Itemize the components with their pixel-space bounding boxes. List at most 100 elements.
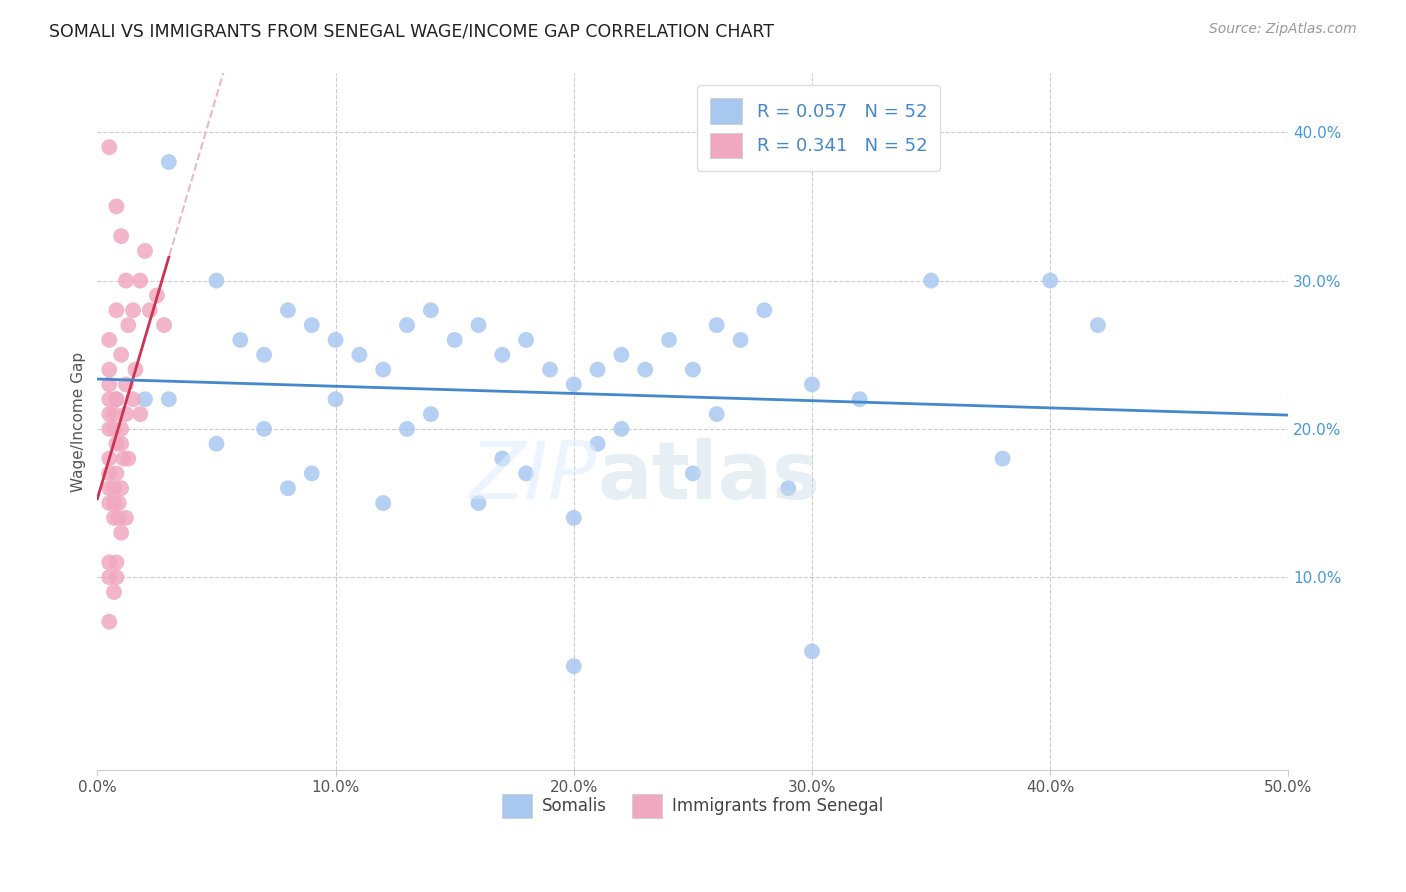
Point bbox=[467, 496, 489, 510]
Point bbox=[105, 436, 128, 450]
Point bbox=[105, 570, 128, 584]
Point bbox=[658, 333, 681, 347]
Point bbox=[98, 555, 121, 569]
Point bbox=[110, 229, 132, 244]
Point bbox=[98, 362, 121, 376]
Point bbox=[98, 377, 121, 392]
Text: atlas: atlas bbox=[598, 438, 821, 516]
Point bbox=[991, 451, 1014, 466]
Point bbox=[538, 362, 561, 376]
Point bbox=[98, 392, 121, 407]
Point bbox=[107, 511, 129, 525]
Point bbox=[98, 615, 121, 629]
Point bbox=[105, 303, 128, 318]
Point bbox=[115, 407, 138, 421]
Point bbox=[98, 467, 121, 481]
Point bbox=[107, 496, 129, 510]
Point bbox=[562, 377, 585, 392]
Point bbox=[491, 451, 513, 466]
Point bbox=[801, 377, 824, 392]
Point bbox=[115, 274, 138, 288]
Point bbox=[110, 481, 132, 495]
Point bbox=[105, 467, 128, 481]
Point bbox=[134, 392, 156, 407]
Point bbox=[395, 422, 418, 436]
Point bbox=[301, 318, 323, 332]
Point bbox=[253, 422, 276, 436]
Point bbox=[115, 377, 138, 392]
Point bbox=[98, 140, 121, 154]
Point bbox=[848, 392, 870, 407]
Legend: Somalis, Immigrants from Senegal: Somalis, Immigrants from Senegal bbox=[495, 788, 890, 824]
Point bbox=[98, 496, 121, 510]
Point bbox=[373, 496, 395, 510]
Point bbox=[117, 318, 139, 332]
Point bbox=[103, 422, 125, 436]
Point bbox=[277, 481, 299, 495]
Point bbox=[634, 362, 657, 376]
Point bbox=[103, 585, 125, 599]
Point bbox=[419, 407, 441, 421]
Point bbox=[122, 303, 145, 318]
Point bbox=[373, 362, 395, 376]
Point bbox=[778, 481, 800, 495]
Point bbox=[730, 333, 752, 347]
Point bbox=[301, 467, 323, 481]
Point bbox=[325, 392, 347, 407]
Point bbox=[103, 481, 125, 495]
Y-axis label: Wage/Income Gap: Wage/Income Gap bbox=[72, 351, 86, 491]
Point bbox=[98, 422, 121, 436]
Text: ZIP: ZIP bbox=[470, 438, 598, 516]
Point bbox=[110, 436, 132, 450]
Point bbox=[98, 451, 121, 466]
Point bbox=[491, 348, 513, 362]
Point bbox=[103, 496, 125, 510]
Point bbox=[706, 318, 728, 332]
Point bbox=[610, 422, 633, 436]
Text: Source: ZipAtlas.com: Source: ZipAtlas.com bbox=[1209, 22, 1357, 37]
Point bbox=[110, 422, 132, 436]
Point bbox=[139, 303, 162, 318]
Point bbox=[443, 333, 465, 347]
Point bbox=[105, 392, 128, 407]
Point bbox=[706, 407, 728, 421]
Point bbox=[115, 511, 138, 525]
Point bbox=[801, 644, 824, 658]
Text: SOMALI VS IMMIGRANTS FROM SENEGAL WAGE/INCOME GAP CORRELATION CHART: SOMALI VS IMMIGRANTS FROM SENEGAL WAGE/I… bbox=[49, 22, 775, 40]
Point bbox=[129, 407, 152, 421]
Point bbox=[277, 303, 299, 318]
Point bbox=[682, 467, 704, 481]
Point bbox=[110, 525, 132, 540]
Point bbox=[682, 362, 704, 376]
Point bbox=[103, 407, 125, 421]
Point bbox=[146, 288, 169, 302]
Point bbox=[98, 570, 121, 584]
Point bbox=[562, 511, 585, 525]
Point bbox=[467, 318, 489, 332]
Point bbox=[395, 318, 418, 332]
Point bbox=[153, 318, 176, 332]
Point bbox=[920, 274, 942, 288]
Point bbox=[98, 407, 121, 421]
Point bbox=[98, 481, 121, 495]
Point bbox=[1087, 318, 1109, 332]
Point bbox=[117, 451, 139, 466]
Point bbox=[349, 348, 371, 362]
Point bbox=[129, 274, 152, 288]
Point bbox=[586, 362, 609, 376]
Point bbox=[112, 451, 135, 466]
Point bbox=[157, 392, 180, 407]
Point bbox=[134, 244, 156, 258]
Point bbox=[205, 436, 228, 450]
Point bbox=[562, 659, 585, 673]
Point bbox=[754, 303, 776, 318]
Point bbox=[325, 333, 347, 347]
Point bbox=[515, 333, 537, 347]
Point bbox=[419, 303, 441, 318]
Point bbox=[205, 274, 228, 288]
Point bbox=[610, 348, 633, 362]
Point bbox=[110, 348, 132, 362]
Point bbox=[124, 362, 146, 376]
Point bbox=[98, 333, 121, 347]
Point bbox=[229, 333, 252, 347]
